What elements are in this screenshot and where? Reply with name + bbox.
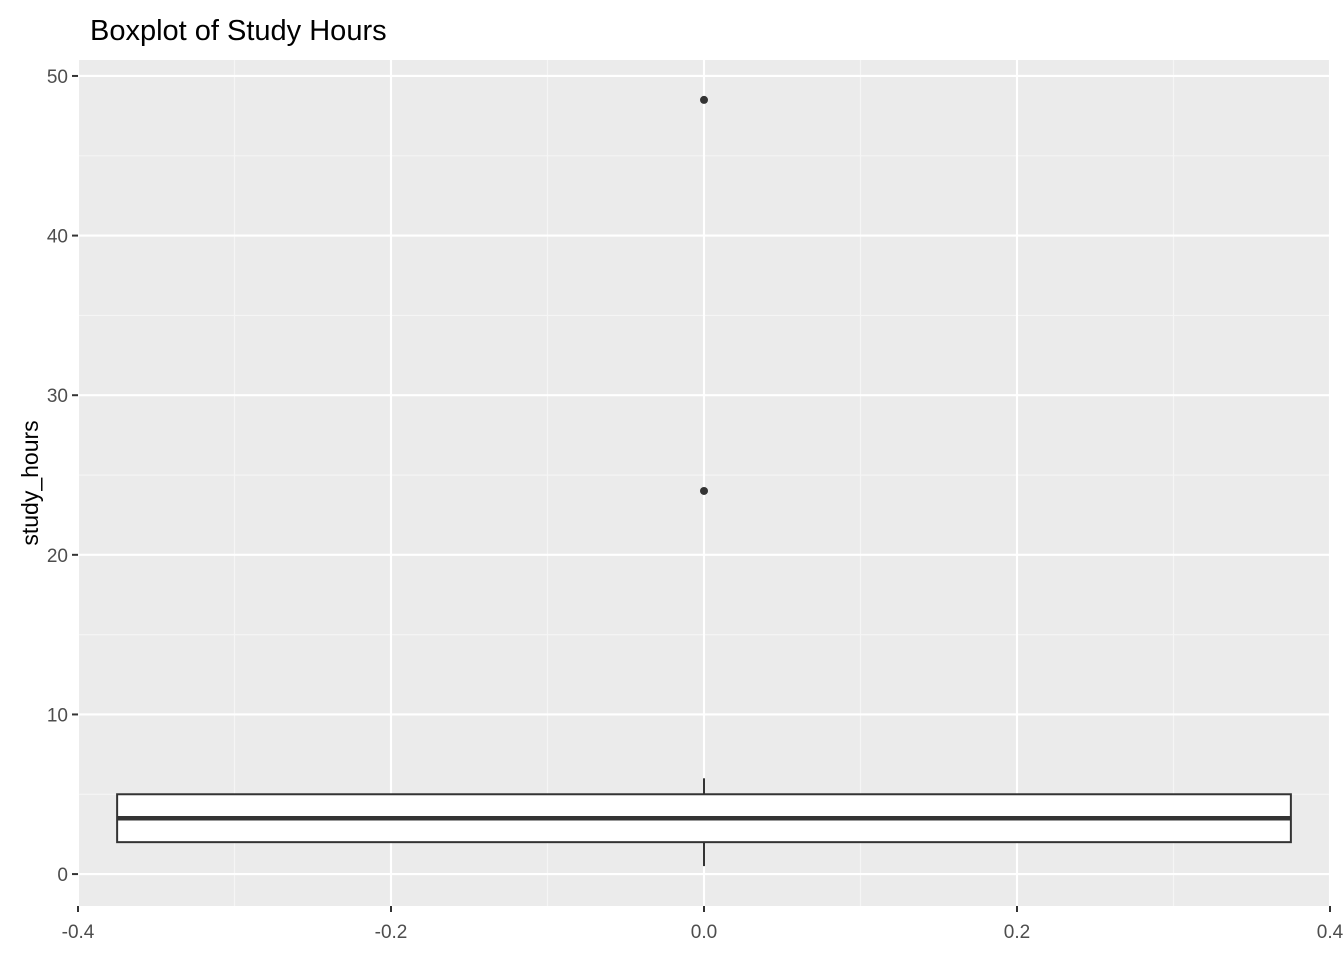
y-tick-label: 50 <box>47 67 68 88</box>
y-tick-label: 30 <box>47 386 68 407</box>
y-axis-title: study_hours <box>17 420 43 545</box>
x-tick-label: -0.2 <box>375 922 408 943</box>
x-axis: -0.4 -0.2 0.0 0.2 0.4 <box>62 906 1344 943</box>
chart-title: Boxplot of Study Hours <box>90 15 387 47</box>
y-tick-label: 10 <box>47 705 68 726</box>
boxplot <box>116 778 1292 867</box>
outlier-points <box>700 95 708 495</box>
x-tick-label: -0.4 <box>62 922 95 943</box>
outlier-point <box>700 486 708 495</box>
y-tick-label: 40 <box>47 227 68 248</box>
y-axis: 0 10 20 30 40 50 <box>47 67 78 886</box>
y-tick-label: 0 <box>57 865 68 886</box>
outlier-point <box>700 95 708 104</box>
major-gridlines <box>76 60 1332 906</box>
y-tick-label: 20 <box>47 546 68 567</box>
x-tick-label: 0.0 <box>691 922 717 943</box>
x-tick-label: 0.4 <box>1317 922 1344 943</box>
x-tick-label: 0.2 <box>1004 922 1030 943</box>
